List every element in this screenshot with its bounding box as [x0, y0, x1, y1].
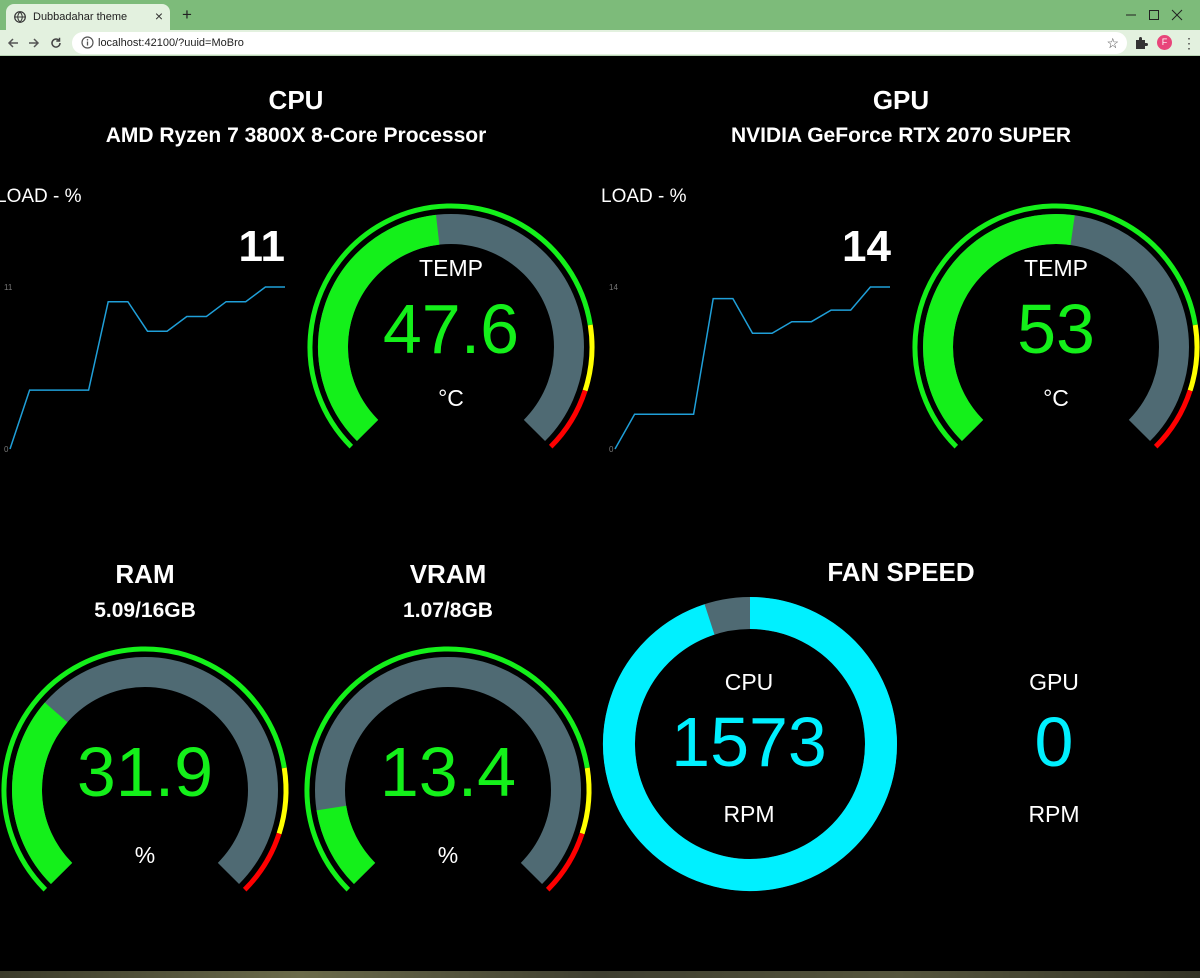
cpu-spark-line — [9, 286, 285, 450]
cpu-gauge-zone-2 — [548, 389, 588, 449]
gpu-gauge-zone-0 — [912, 203, 1198, 449]
forward-arrow-icon[interactable] — [24, 33, 44, 53]
vram-unit: % — [437, 842, 459, 868]
gpu-load-value: 14 — [842, 222, 891, 271]
vram-gauge-zone-1 — [579, 767, 592, 835]
fan-panel: FAN SPEED CPU 1573 RPM GPU 0 RPM — [600, 537, 1200, 967]
reload-icon[interactable] — [46, 33, 66, 53]
cpu-load-sparkline: 11 0 — [4, 283, 285, 454]
desktop-wallpaper-strip — [0, 971, 1200, 978]
maximize-icon[interactable] — [1131, 0, 1177, 30]
cpu-temp-unit: °C — [438, 385, 464, 411]
gpu-gauge-zone-1 — [1187, 324, 1200, 392]
cpu-panel: CPU AMD Ryzen 7 3800X 8-Core Processor L… — [0, 57, 600, 497]
gpu-temp-unit: °C — [1043, 385, 1069, 411]
gpu-fan-value: 0 — [1034, 703, 1074, 781]
gpu-temp-gauge — [912, 203, 1200, 449]
cpu-load-value: 11 — [238, 222, 285, 271]
ram-gauge-zone-1 — [276, 767, 289, 835]
globe-icon — [14, 11, 26, 23]
ram-panel: RAM 5.09/16GB 31.9 % — [0, 537, 300, 967]
cpu-title: CPU — [268, 85, 324, 115]
cpu-gauge-zone-0 — [307, 203, 593, 449]
info-icon[interactable] — [81, 36, 94, 49]
ram-gauge-value-arc — [12, 702, 73, 885]
cpu-temp-label: TEMP — [419, 255, 483, 281]
browser-toolbar: localhost:42100/?uuid=MoBro ☆ F ⋮ — [0, 30, 1200, 56]
url-text[interactable]: localhost:42100/?uuid=MoBro — [98, 37, 244, 49]
gpu-panel: GPU NVIDIA GeForce RTX 2070 SUPER LOAD -… — [600, 57, 1200, 497]
gpu-temp-value: 53 — [1017, 290, 1095, 368]
gpu-spark-ymin-label: 0 — [609, 445, 614, 454]
gpu-load-label: LOAD - % — [601, 186, 687, 207]
cpu-fan-ring-value-arc — [603, 597, 897, 891]
tab-title: Dubbadahar theme — [33, 11, 128, 23]
cpu-model: AMD Ryzen 7 3800X 8-Core Processor — [105, 124, 487, 147]
ram-value: 31.9 — [76, 733, 214, 811]
close-tab-icon[interactable]: × — [154, 8, 163, 24]
gpu-model: NVIDIA GeForce RTX 2070 SUPER — [731, 124, 1071, 147]
browser-tab[interactable]: Dubbadahar theme × — [6, 4, 170, 30]
ram-gauge-zone-0 — [1, 646, 287, 892]
gpu-gauge-value-arc — [923, 214, 1075, 442]
gpu-fan-unit: RPM — [1028, 801, 1080, 827]
vram-gauge-track — [315, 657, 581, 885]
ram-gauge-zone-2 — [242, 832, 282, 892]
extensions-puzzle-icon[interactable] — [1133, 35, 1149, 51]
cpu-fan-ring — [603, 597, 897, 891]
cpu-load-label: LOAD - % — [0, 186, 82, 207]
gpu-spark-ymax-label: 14 — [609, 283, 618, 292]
bookmark-star-icon[interactable]: ☆ — [1106, 35, 1119, 51]
ram-usage-gauge — [1, 646, 289, 892]
new-tab-button[interactable]: + — [182, 5, 192, 24]
cpu-fan-label: CPU — [724, 669, 774, 695]
browser-tab-strip: Dubbadahar theme × + — [0, 0, 1200, 30]
cpu-fan-unit: RPM — [723, 801, 775, 827]
gpu-gauge-zone-2 — [1153, 389, 1193, 449]
close-window-icon[interactable] — [1154, 0, 1200, 30]
vram-panel: VRAM 1.07/8GB 13.4 % — [300, 537, 600, 967]
dashboard: CPU AMD Ryzen 7 3800X 8-Core Processor L… — [0, 57, 1200, 971]
address-bar[interactable]: localhost:42100/?uuid=MoBro ☆ — [72, 32, 1127, 54]
gpu-spark-line — [614, 286, 890, 450]
ram-usage: 5.09/16GB — [94, 599, 196, 622]
fan-title: FAN SPEED — [827, 557, 975, 587]
vram-usage: 1.07/8GB — [403, 599, 493, 622]
vram-gauge-value-arc — [316, 805, 376, 885]
profile-avatar[interactable]: F — [1157, 35, 1172, 50]
back-arrow-icon[interactable] — [3, 33, 23, 53]
gpu-title: GPU — [872, 85, 930, 115]
ram-title: RAM — [115, 559, 175, 589]
gpu-temp-label: TEMP — [1024, 255, 1088, 281]
vram-title: VRAM — [409, 559, 487, 589]
cpu-spark-ymax-label: 11 — [4, 283, 13, 292]
vram-gauge-zone-2 — [545, 832, 585, 892]
minimize-icon[interactable] — [1108, 0, 1154, 30]
gpu-load-sparkline: 14 0 — [609, 283, 890, 454]
vram-gauge-zone-0 — [304, 646, 590, 892]
cpu-temp-gauge — [307, 203, 595, 449]
ram-unit: % — [134, 842, 156, 868]
vram-usage-gauge — [304, 646, 592, 892]
cpu-fan-value: 1573 — [671, 703, 827, 781]
cpu-temp-value: 47.6 — [382, 290, 520, 368]
cpu-gauge-value-arc — [318, 214, 440, 442]
gpu-fan-label: GPU — [1029, 669, 1079, 695]
vram-value: 13.4 — [379, 733, 517, 811]
cpu-spark-ymin-label: 0 — [4, 445, 9, 454]
cpu-gauge-zone-1 — [582, 324, 595, 392]
browser-menu-icon[interactable]: ⋮ — [1182, 35, 1196, 51]
